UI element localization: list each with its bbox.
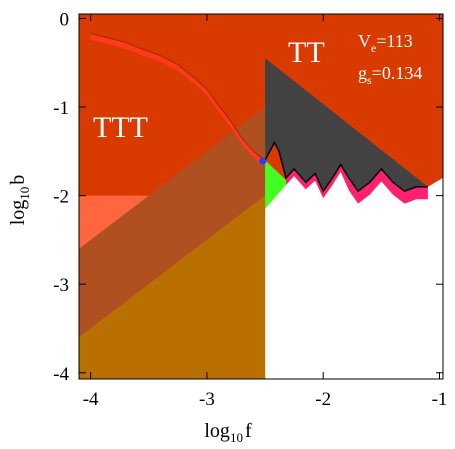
diagonal-band-dark [79, 107, 266, 338]
y-tick-label: -3 [53, 275, 69, 296]
diagonal-band-mid [79, 195, 266, 379]
x-tick-label: -2 [315, 389, 331, 410]
marker-point [259, 157, 267, 165]
ttt-boundary-line [90, 33, 266, 161]
allowed-white-region [265, 164, 443, 379]
y-tick-label: -1 [53, 98, 69, 119]
y-tick-label: -4 [53, 364, 69, 385]
tt-triangle-region [265, 58, 428, 192]
y-tick-marks [79, 17, 443, 374]
y-axis-label: log10b [7, 175, 32, 226]
tt-boundary-line [264, 140, 428, 193]
y-tick-label: -2 [53, 187, 69, 208]
green-region [265, 160, 289, 209]
plot-frame [78, 13, 444, 380]
x-tick-label: -4 [83, 389, 99, 410]
y-tick-labels: 0 -1 -2 -3 -4 [53, 9, 69, 384]
x-tick-label: -1 [432, 389, 448, 410]
y-tick-label: 0 [60, 9, 70, 30]
ttt-label: TTT [93, 111, 148, 144]
x-tick-label: -3 [199, 389, 215, 410]
x-axis-label: log10 f [204, 420, 252, 445]
plot-area [79, 14, 443, 379]
ve-label: Ve=113 [358, 31, 413, 55]
x-tick-labels: -4 -3 -2 -1 [83, 389, 448, 410]
pink-boundary-band [286, 164, 428, 204]
tt-label: TT [288, 36, 325, 69]
gs-label: gs=0.134 [358, 63, 422, 87]
